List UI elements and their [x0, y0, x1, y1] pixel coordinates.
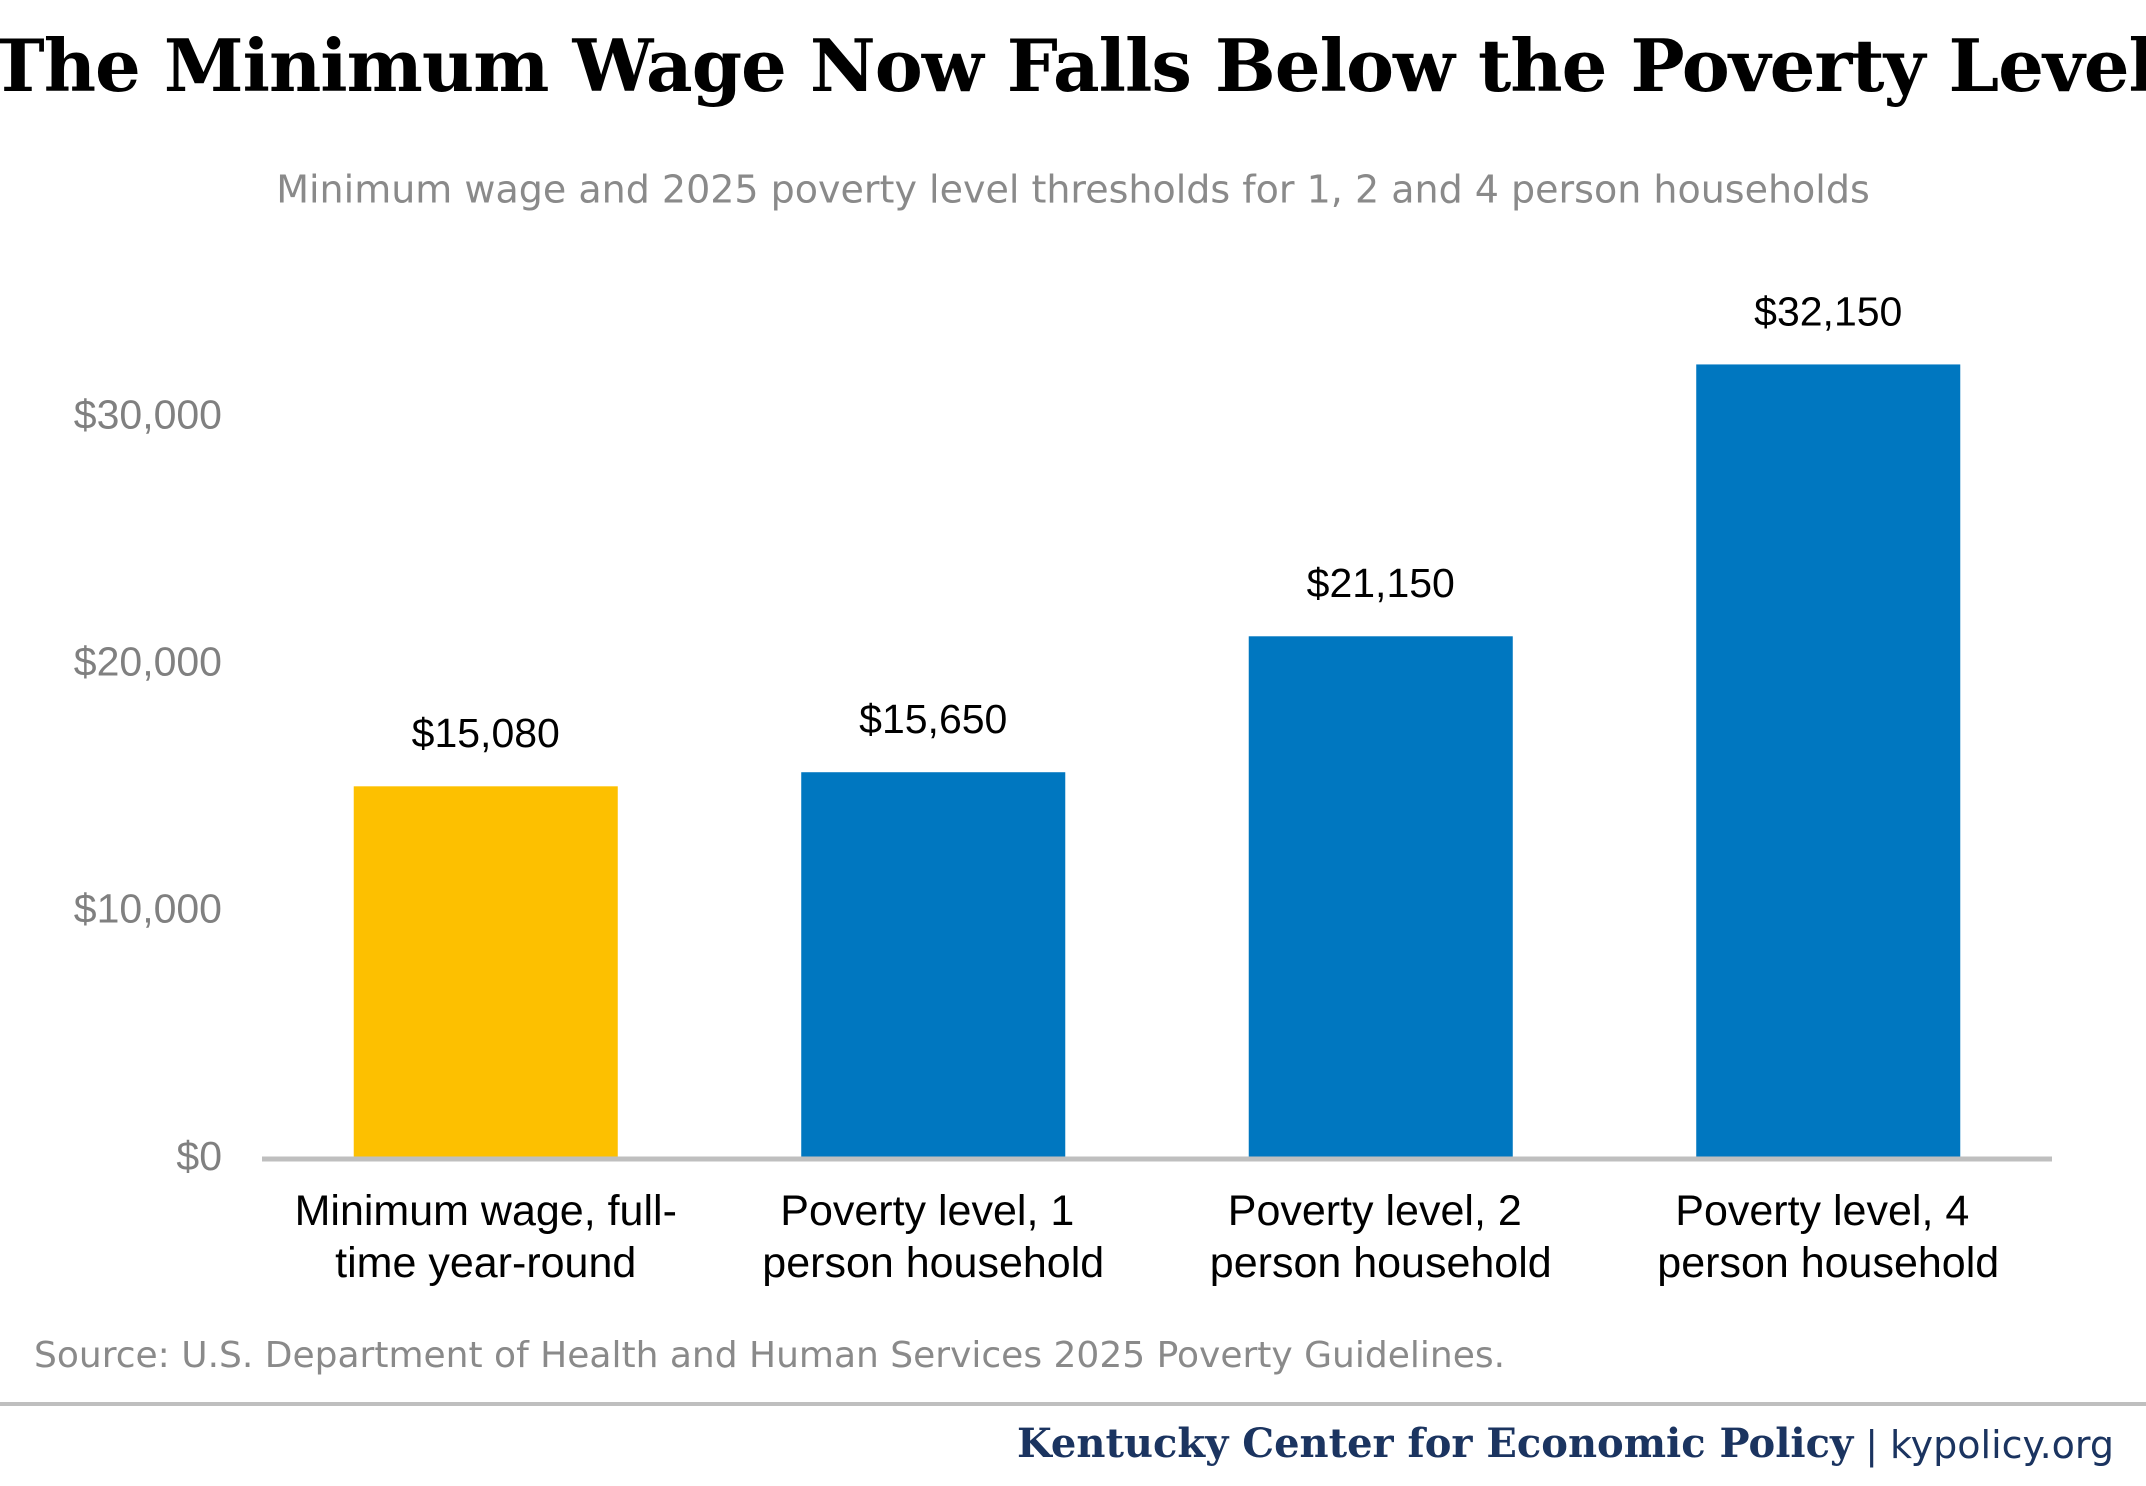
x-tick-label: Poverty level, 4 person household: [1657, 1187, 1999, 1287]
bar: [1248, 636, 1513, 1159]
source-note: Source: U.S. Department of Health and Hu…: [34, 1335, 1505, 1376]
bar: [1696, 364, 1961, 1160]
x-tick-label: Minimum wage, full-time year-round: [295, 1187, 677, 1287]
bar: [801, 772, 1066, 1159]
value-label: $21,150: [1307, 560, 1455, 606]
value-label: $15,080: [412, 710, 560, 756]
x-tick-label-line: time year-round: [335, 1239, 636, 1287]
footer-website: kypolicy.org: [1890, 1423, 2114, 1467]
x-tick-label-line: Poverty level, 1: [780, 1187, 1086, 1235]
footer-organization: Kentucky Center for Economic Policy: [1017, 1420, 1855, 1467]
x-tick-label-line: Poverty level, 4: [1675, 1187, 1981, 1235]
x-tick-label-line: Poverty level, 2: [1228, 1187, 1534, 1235]
y-tick-label: $20,000: [74, 639, 222, 685]
y-tick-label: $0: [176, 1133, 222, 1179]
x-tick-label: Poverty level, 1 person household: [762, 1187, 1104, 1287]
x-tick-label: Poverty level, 2 person household: [1210, 1187, 1552, 1287]
y-tick-label: $30,000: [74, 391, 222, 437]
footer-separator: |: [1865, 1423, 1878, 1468]
footer: Kentucky Center for Economic Policy | kypo…: [1017, 1420, 2114, 1468]
x-tick-label-line: person household: [1210, 1239, 1552, 1287]
chart-subtitle: Minimum wage and 2025 poverty level thre…: [276, 168, 1870, 212]
y-tick-label: $10,000: [74, 886, 222, 932]
value-label: $15,650: [859, 696, 1007, 742]
value-label: $32,150: [1754, 288, 1902, 334]
x-tick-label-line: person household: [762, 1239, 1104, 1287]
chart-title: The Minimum Wage Now Falls Below the Pov…: [0, 23, 2146, 108]
bar: [353, 786, 618, 1159]
x-tick-label-line: Minimum wage, full-: [295, 1187, 677, 1235]
x-tick-label-line: person household: [1657, 1239, 1999, 1287]
